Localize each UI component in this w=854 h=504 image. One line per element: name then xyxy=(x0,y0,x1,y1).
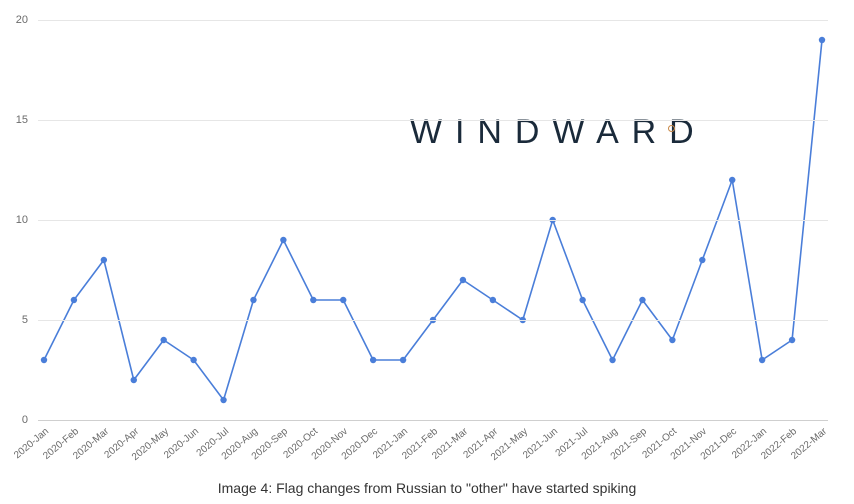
data-point xyxy=(280,237,286,243)
y-tick-label: 20 xyxy=(0,14,28,26)
y-tick-label: 0 xyxy=(0,414,28,426)
data-point xyxy=(579,297,585,303)
gridline xyxy=(38,220,828,221)
gridline xyxy=(38,120,828,121)
y-tick-label: 15 xyxy=(0,114,28,126)
data-point xyxy=(131,377,137,383)
gridline xyxy=(38,20,828,21)
data-point xyxy=(71,297,77,303)
data-point xyxy=(250,297,256,303)
data-point xyxy=(639,297,645,303)
data-point xyxy=(190,357,196,363)
watermark-text: WINDWARD xyxy=(410,113,707,152)
baseline xyxy=(38,420,828,421)
data-point xyxy=(310,297,316,303)
data-point xyxy=(729,177,735,183)
chart-container: WINDWARD Image 4: Flag changes from Russ… xyxy=(0,0,854,504)
data-point xyxy=(101,257,107,263)
y-tick-label: 10 xyxy=(0,214,28,226)
data-point xyxy=(609,357,615,363)
data-point xyxy=(370,357,376,363)
data-point xyxy=(340,297,346,303)
data-point xyxy=(789,337,795,343)
data-point xyxy=(220,397,226,403)
watermark-dot-icon xyxy=(668,125,675,132)
data-point xyxy=(160,337,166,343)
y-tick-label: 5 xyxy=(0,314,28,326)
chart-caption: Image 4: Flag changes from Russian to "o… xyxy=(0,480,854,496)
data-point xyxy=(400,357,406,363)
data-point xyxy=(490,297,496,303)
data-point xyxy=(460,277,466,283)
data-point xyxy=(41,357,47,363)
data-point xyxy=(699,257,705,263)
data-point xyxy=(759,357,765,363)
gridline xyxy=(38,320,828,321)
data-point xyxy=(819,37,825,43)
data-point xyxy=(669,337,675,343)
